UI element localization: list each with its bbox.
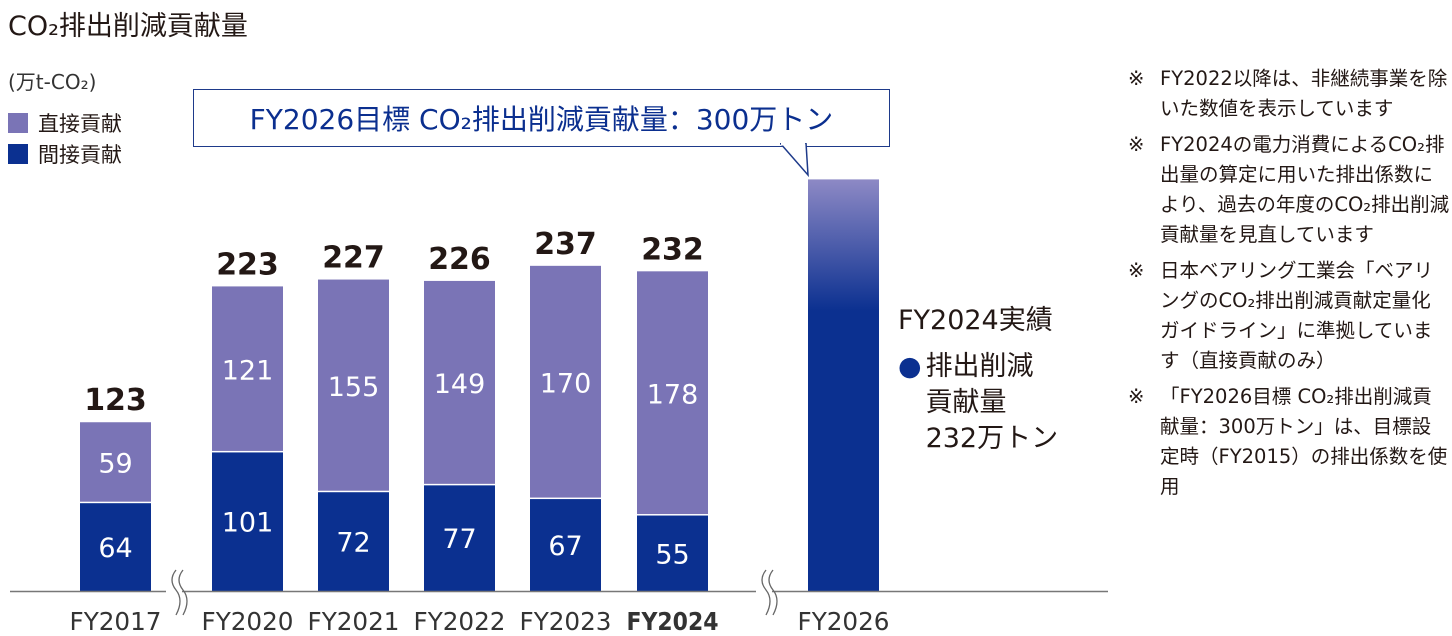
chart-title: CO₂排出削減貢献量 bbox=[8, 11, 248, 42]
data-label-indirect: 67 bbox=[548, 531, 582, 562]
data-label-total: 227 bbox=[322, 241, 385, 276]
legend-item-indirect: 間接貢献 bbox=[8, 139, 122, 169]
note-marker: ※ bbox=[1128, 133, 1145, 156]
note-item: ※ FY2022以降は、非継続事業を除いた数値を表示しています bbox=[1128, 64, 1450, 124]
x-tick-label: FY2024 bbox=[627, 607, 719, 636]
legend-swatch-direct bbox=[8, 113, 28, 133]
data-label-indirect: 64 bbox=[98, 533, 132, 564]
legend-swatch-indirect bbox=[8, 144, 28, 164]
note-text: FY2022以降は、非継続事業を除いた数値を表示しています bbox=[1160, 67, 1448, 120]
data-label-indirect: 77 bbox=[442, 524, 476, 555]
bar-direct bbox=[530, 265, 601, 498]
x-tick-label: FY2022 bbox=[414, 607, 506, 636]
data-label-direct: 155 bbox=[328, 372, 380, 403]
target-bar bbox=[808, 179, 879, 591]
bar-direct bbox=[80, 422, 151, 502]
actual-line3: 232万トン bbox=[925, 423, 1059, 454]
data-label-total: 223 bbox=[216, 247, 279, 282]
note-marker: ※ bbox=[1128, 259, 1145, 282]
callout-tail bbox=[780, 143, 809, 177]
bar-direct bbox=[424, 280, 495, 484]
bar-direct bbox=[318, 279, 389, 491]
legend-label-direct: 直接貢献 bbox=[38, 112, 122, 136]
bar-indirect bbox=[80, 503, 151, 591]
note-text: 「FY2026目標 CO₂排出削減貢献量：300万トン」は、目標設定時（FY20… bbox=[1160, 385, 1448, 498]
legend-item-direct: 直接貢献 bbox=[8, 108, 122, 138]
axis-break-icon bbox=[178, 569, 188, 616]
legend-label-indirect: 間接貢献 bbox=[38, 143, 122, 167]
bar-indirect bbox=[424, 485, 495, 591]
data-label-direct: 121 bbox=[222, 355, 274, 386]
fy2024-actual-annotation: FY2024実績 ● 排出削減 貢献量 232万トン bbox=[898, 298, 1058, 457]
actual-line2: 貢献量 bbox=[925, 387, 1007, 418]
data-label-direct: 149 bbox=[434, 369, 486, 400]
note-item: ※ 「FY2026目標 CO₂排出削減貢献量：300万トン」は、目標設定時（FY2… bbox=[1128, 382, 1450, 502]
data-label-indirect: 55 bbox=[655, 539, 689, 570]
axis-break-gap bbox=[756, 568, 772, 618]
data-label-total: 232 bbox=[641, 232, 704, 267]
target-callout: FY2026目標 CO₂排出削減貢献量：300万トン bbox=[193, 89, 890, 147]
data-label-indirect: 101 bbox=[222, 508, 274, 539]
note-marker: ※ bbox=[1128, 67, 1145, 90]
note-item: ※ 日本ベアリング工業会「ベアリングのCO₂排出削減貢献定量化ガイドライン」に準拠… bbox=[1128, 256, 1450, 376]
x-tick-label: FY2023 bbox=[520, 607, 612, 636]
bar-indirect bbox=[530, 499, 601, 591]
bar-indirect bbox=[212, 452, 283, 591]
bar-indirect bbox=[637, 515, 708, 591]
notes: ※ FY2022以降は、非継続事業を除いた数値を表示しています ※ FY2024の電… bbox=[1128, 64, 1450, 508]
bar-indirect bbox=[318, 492, 389, 591]
note-text: 日本ベアリング工業会「ベアリングのCO₂排出削減貢献定量化ガイドライン」に準拠し… bbox=[1160, 259, 1434, 372]
bullet-icon: ● bbox=[898, 351, 922, 382]
data-label-direct: 178 bbox=[647, 379, 699, 410]
x-tick-label: FY2020 bbox=[202, 607, 294, 636]
bar-direct bbox=[637, 271, 708, 515]
actual-title: FY2024実績 bbox=[898, 305, 1053, 336]
note-item: ※ FY2024の電力消費によるCO₂排出量の算定に用いた排出係数により、過去の年… bbox=[1128, 130, 1450, 250]
axis-break-icon bbox=[768, 569, 778, 616]
unit-label: (万t-CO₂) bbox=[8, 70, 97, 94]
data-label-total: 226 bbox=[428, 242, 491, 277]
data-label-direct: 170 bbox=[540, 368, 592, 399]
x-tick-label: FY2017 bbox=[70, 607, 162, 636]
actual-line1: 排出削減 bbox=[925, 351, 1034, 382]
note-marker: ※ bbox=[1128, 385, 1145, 408]
bar-direct bbox=[212, 286, 283, 451]
data-label-indirect: 72 bbox=[336, 528, 370, 559]
x-tick-label: FY2026 bbox=[798, 607, 890, 636]
axis-break-icon bbox=[171, 569, 181, 616]
data-label-total: 123 bbox=[84, 383, 147, 418]
x-tick-label: FY2021 bbox=[308, 607, 400, 636]
axis-break-gap bbox=[166, 568, 182, 618]
data-label-total: 237 bbox=[534, 227, 597, 262]
data-label-direct: 59 bbox=[98, 449, 132, 480]
note-text: FY2024の電力消費によるCO₂排出量の算定に用いた排出係数により、過去の年度… bbox=[1160, 133, 1450, 246]
axis-break-icon bbox=[761, 569, 771, 616]
